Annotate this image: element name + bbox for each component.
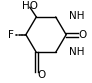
- Text: O: O: [78, 30, 86, 40]
- Text: NH: NH: [69, 47, 84, 57]
- Text: NH: NH: [69, 11, 84, 21]
- Text: F: F: [8, 30, 14, 40]
- Text: HO: HO: [22, 1, 38, 11]
- Text: O: O: [37, 70, 45, 80]
